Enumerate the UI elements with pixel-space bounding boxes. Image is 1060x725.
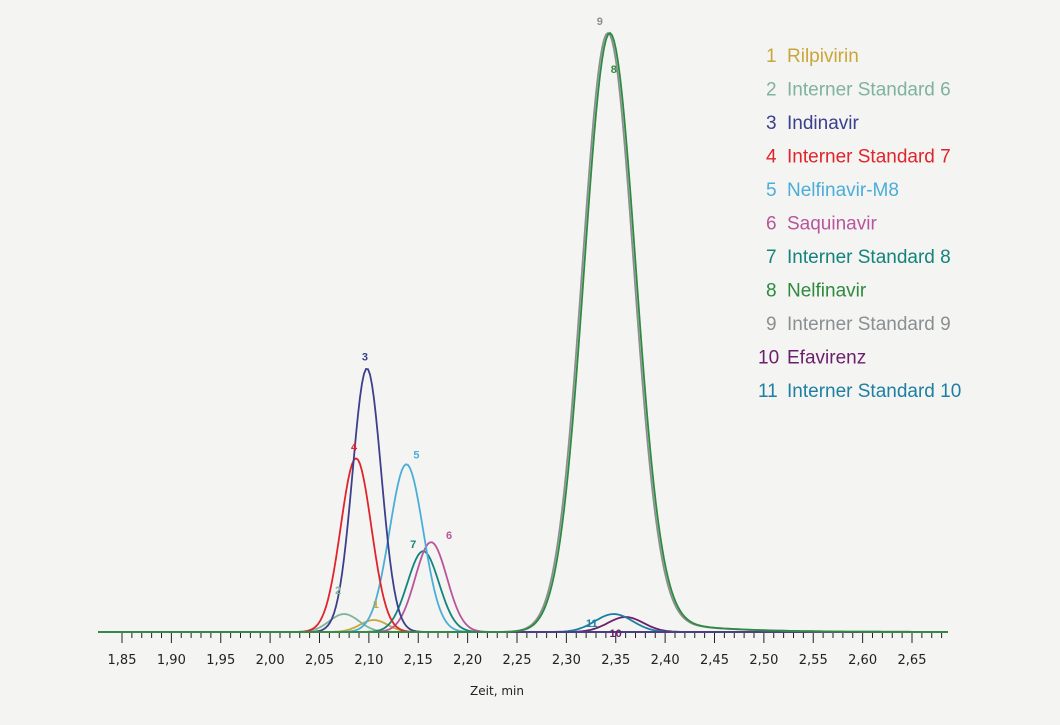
legend-number: 10 (758, 348, 779, 369)
series-line-7 (98, 550, 948, 633)
legend-number: 7 (766, 247, 777, 268)
x-tick-label: 2,50 (749, 653, 778, 668)
series-line-8 (98, 31, 948, 633)
peak-label-9: 9 (597, 16, 603, 28)
x-tick-label: 2,40 (651, 653, 680, 668)
legend-number: 1 (766, 46, 777, 67)
x-tick-label: 2,45 (700, 653, 729, 668)
legend-entry: Efavirenz (787, 348, 866, 369)
legend-entry: Nelfinavir (787, 281, 867, 302)
series-line-6 (98, 541, 948, 633)
legend-entry: Interner Standard 10 (787, 381, 961, 402)
legend-number: 11 (758, 381, 778, 402)
series-line-4 (98, 457, 948, 633)
x-tick-label: 2,00 (256, 653, 285, 668)
series-layer (98, 31, 948, 633)
legend-entry: Saquinavir (787, 214, 877, 235)
legend-entry: Interner Standard 8 (787, 247, 951, 268)
x-tick-label: 1,85 (108, 653, 137, 668)
x-tick-label: 2,30 (552, 653, 581, 668)
x-tick-label: 2,20 (453, 653, 482, 668)
peak-labels: 1 2 3 4 5 6 7 8 9 10 11 (335, 16, 622, 640)
x-tick-label: 2,10 (354, 653, 383, 668)
legend-number: 6 (766, 214, 777, 235)
peak-label-8: 8 (611, 64, 617, 76)
x-tick-label: 2,55 (799, 653, 828, 668)
x-tick-label: 2,35 (601, 653, 630, 668)
x-tick-label: 2,05 (305, 653, 334, 668)
peak-label-6: 6 (446, 530, 452, 542)
x-tick-label: 2,15 (404, 653, 433, 668)
series-line-5 (98, 463, 948, 633)
x-tick-label: 1,95 (206, 653, 235, 668)
legend-number: 4 (766, 147, 777, 168)
legend: 1 Rilpivirin 2 Interner Standard 6 3 Indinavi… (758, 46, 961, 402)
axes: 1,85 1,90 1,95 2,00 2,05 2,10 2,15 2,20 2,25 2,30… (98, 631, 948, 668)
legend-number: 5 (766, 180, 777, 201)
peak-label-11: 11 (586, 618, 598, 630)
x-axis-title: Zeit, min (470, 684, 524, 698)
peak-label-3: 3 (362, 351, 368, 363)
legend-entry: Rilpivirin (787, 46, 859, 67)
legend-number: 8 (766, 281, 777, 302)
series-line-3 (98, 368, 948, 633)
x-tick-label: 2,60 (848, 653, 877, 668)
x-tick-label: 2,25 (503, 653, 532, 668)
legend-entry: Indinavir (787, 113, 859, 134)
x-tick-label: 2,65 (898, 653, 927, 668)
peak-label-1: 1 (373, 599, 379, 611)
legend-entry: Interner Standard 7 (787, 147, 951, 168)
legend-number: 2 (766, 80, 777, 101)
peak-label-10: 10 (610, 628, 622, 640)
legend-number: 9 (766, 314, 777, 335)
legend-number: 3 (766, 113, 777, 134)
peak-label-5: 5 (413, 449, 419, 461)
x-tick-label: 1,90 (157, 653, 186, 668)
peak-label-4: 4 (351, 441, 358, 453)
legend-entry: Interner Standard 6 (787, 80, 951, 101)
peak-label-7: 7 (410, 539, 416, 551)
peak-label-2: 2 (335, 585, 341, 597)
legend-entry: Nelfinavir-M8 (787, 180, 899, 201)
legend-entry: Interner Standard 9 (787, 314, 951, 335)
